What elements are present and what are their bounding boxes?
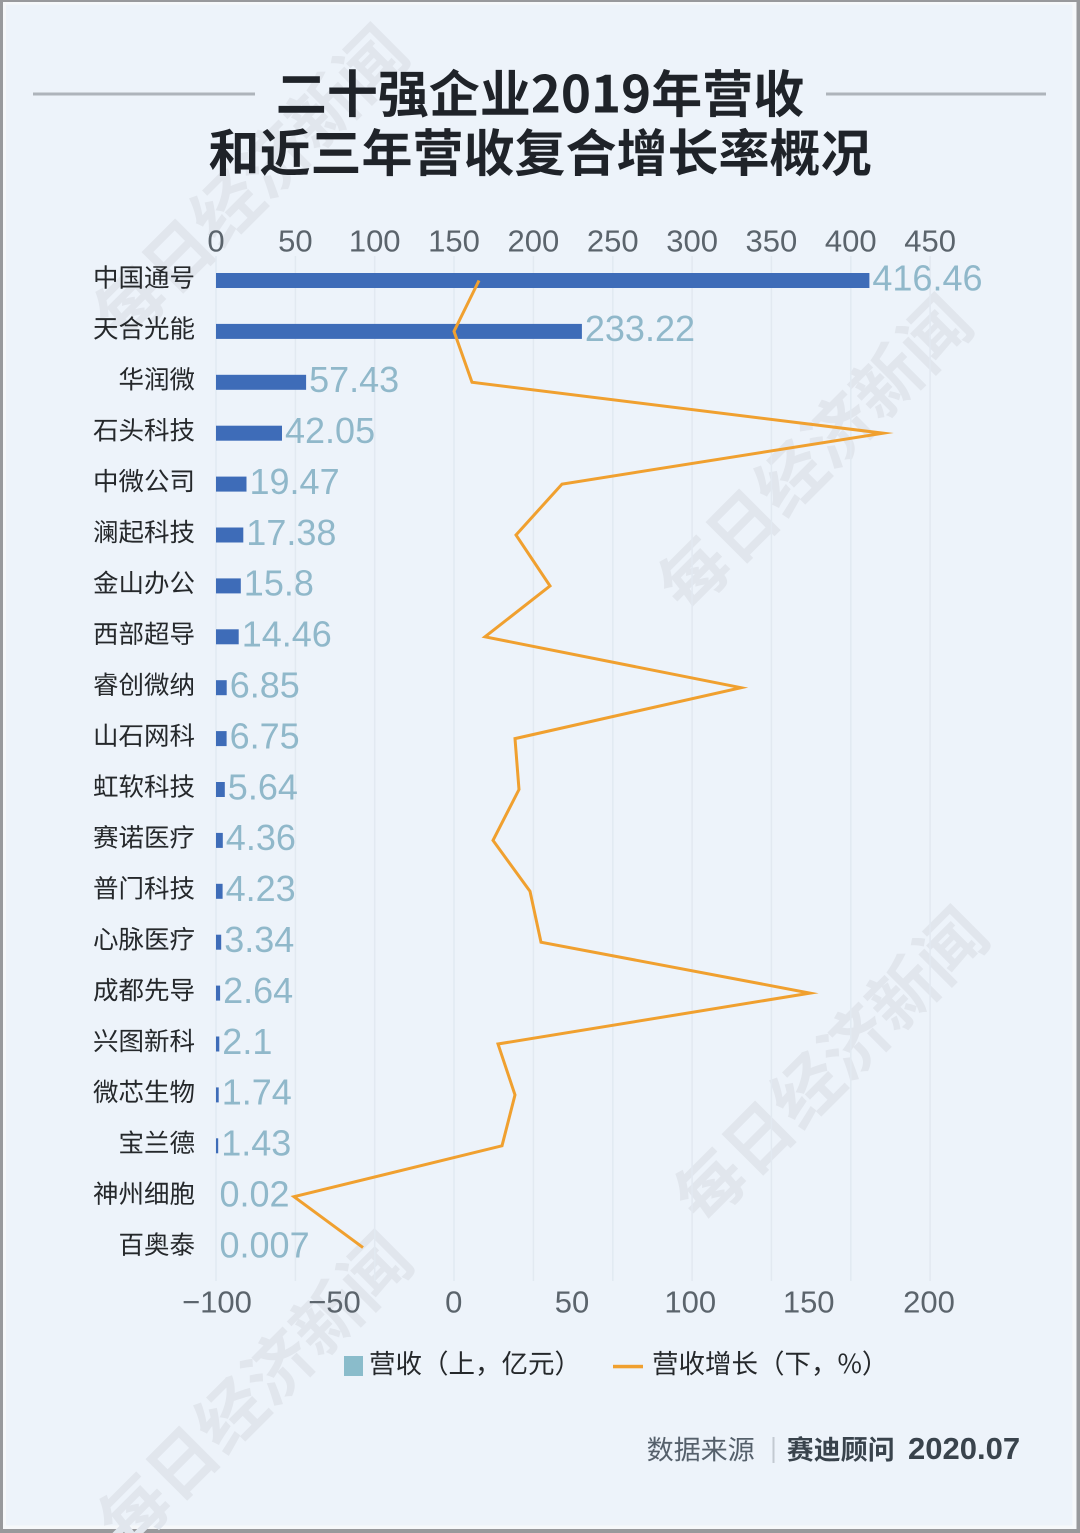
- svg-text:6.85: 6.85: [230, 665, 300, 706]
- svg-text:50: 50: [278, 224, 312, 259]
- svg-text:200: 200: [508, 224, 560, 259]
- svg-text:0: 0: [207, 224, 224, 259]
- svg-text:3.34: 3.34: [224, 919, 294, 960]
- svg-text:400: 400: [825, 224, 877, 259]
- svg-text:15.8: 15.8: [244, 563, 314, 604]
- svg-text:57.43: 57.43: [309, 359, 399, 400]
- svg-text:17.38: 17.38: [246, 512, 336, 553]
- svg-text:5.64: 5.64: [228, 766, 298, 807]
- svg-text:4.23: 4.23: [226, 868, 296, 909]
- svg-text:4.36: 4.36: [226, 817, 296, 858]
- svg-text:100: 100: [664, 1284, 716, 1319]
- svg-text:0: 0: [445, 1284, 462, 1319]
- svg-text:450: 450: [904, 224, 956, 259]
- svg-text:300: 300: [666, 224, 718, 259]
- svg-text:416.46: 416.46: [872, 257, 982, 298]
- svg-text:250: 250: [587, 224, 639, 259]
- svg-text:350: 350: [746, 224, 798, 259]
- svg-text:−50: −50: [308, 1284, 361, 1319]
- svg-text:200: 200: [903, 1284, 955, 1319]
- svg-text:6.75: 6.75: [230, 715, 300, 756]
- svg-text:150: 150: [783, 1284, 835, 1319]
- svg-text:14.46: 14.46: [242, 614, 332, 655]
- svg-text:233.22: 233.22: [585, 308, 695, 349]
- svg-text:−100: −100: [182, 1284, 252, 1319]
- svg-text:50: 50: [555, 1284, 589, 1319]
- svg-text:2020.07: 2020.07: [908, 1431, 1020, 1466]
- svg-text:2.64: 2.64: [223, 970, 293, 1011]
- svg-text:42.05: 42.05: [285, 410, 375, 451]
- svg-text:0.007: 0.007: [220, 1224, 310, 1265]
- svg-text:100: 100: [349, 224, 401, 259]
- svg-text:150: 150: [428, 224, 480, 259]
- svg-text:19.47: 19.47: [250, 461, 340, 502]
- svg-text:1.43: 1.43: [221, 1123, 291, 1164]
- svg-text:0.02: 0.02: [220, 1174, 290, 1215]
- svg-text:1.74: 1.74: [222, 1072, 292, 1113]
- svg-text:2.1: 2.1: [222, 1021, 272, 1062]
